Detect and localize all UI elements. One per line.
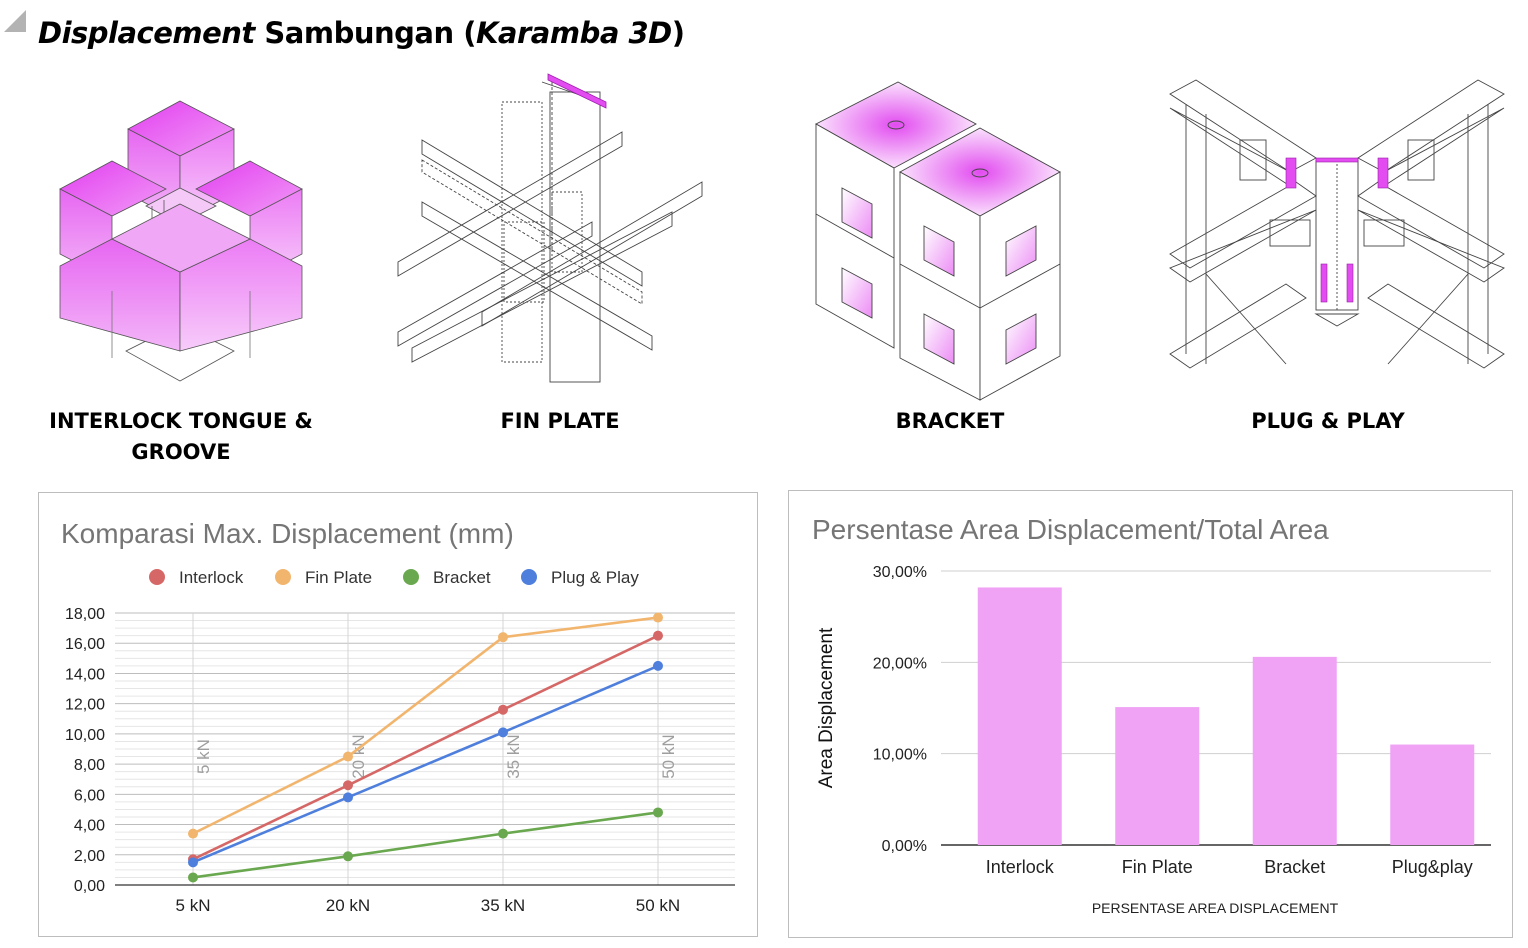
y-tick-label: 10,00 [65,727,105,744]
x-tick-label: 20 kN [326,896,370,915]
caption-plug-play: PLUG & PLAY [1251,409,1405,433]
caption-interlock: INTERLOCK TONGUE & GROOVE [49,409,313,464]
legend-marker-1 [275,569,291,585]
data-point [653,807,663,818]
legend-label-3: Plug & Play [551,568,639,587]
y-tick-label: 14,00 [65,666,105,683]
data-point [498,828,508,839]
bar [1115,707,1200,845]
vertical-annotation: 35 kN [504,734,523,778]
caption-bracket: BRACKET [895,409,1005,433]
data-point [343,851,353,862]
series-line-1 [192,616,659,835]
data-point [498,727,508,738]
bar [1390,744,1475,845]
x-tick-label: Interlock [986,857,1055,877]
x-tick-label: 50 kN [636,896,680,915]
legend-label-0: Interlock [179,568,244,587]
data-point [498,632,508,643]
legend-marker-3 [521,569,537,585]
legend-label-1: Fin Plate [305,568,372,587]
legend-marker-2 [403,569,419,585]
x-axis-label: PERSENTASE AREA DISPLACEMENT [1092,900,1339,916]
x-tick-label: Fin Plate [1122,857,1193,877]
series-line-3 [192,664,659,864]
x-tick-label: 5 kN [176,896,211,915]
interlock-figure [56,96,306,386]
data-point [343,751,353,762]
x-tick-label: Plug&play [1392,857,1473,877]
data-point [653,630,663,641]
data-point [188,828,198,839]
caption-fin-plate: FIN PLATE [500,409,620,433]
data-point [498,704,508,715]
data-point [343,792,353,803]
x-tick-label: Bracket [1264,857,1325,877]
y-tick-label: 2,00 [74,848,105,865]
bar [977,587,1062,845]
bar-chart: Persentase Area Displacement/Total Area 0… [812,514,1491,916]
y-axis-label: Area Displacement [816,627,837,788]
data-point [188,872,198,883]
y-tick-label: 8,00 [74,757,105,774]
vertical-annotation: 5 kN [194,739,213,774]
bar [1252,656,1337,845]
plug-play-figure [1166,74,1508,386]
bar-chart-panel: Persentase Area Displacement/Total Area 0… [788,490,1513,938]
vertical-annotation: 50 kN [659,734,678,778]
data-point [188,857,198,868]
line-chart: Komparasi Max. Displacement (mm) Interloc… [61,518,735,915]
y-tick-label: 0,00% [882,838,927,855]
y-tick-label: 0,00 [74,878,105,895]
series-line-2 [192,811,659,879]
legend-marker-0 [149,569,165,585]
series-line-0 [192,634,659,861]
page-title: Displacement Sambungan (Karamba 3D) [38,16,685,50]
data-point [653,612,663,623]
y-tick-label: 6,00 [74,787,105,804]
fin-plate-figure [392,72,712,388]
legend-label-2: Bracket [433,568,491,587]
x-tick-label: 35 kN [481,896,525,915]
line-chart-panel: Komparasi Max. Displacement (mm) Interloc… [38,492,758,937]
data-point [343,780,353,791]
y-tick-label: 4,00 [74,818,105,835]
y-tick-label: 30,00% [873,564,927,581]
y-tick-label: 20,00% [873,655,927,672]
y-tick-label: 10,00% [873,747,927,764]
bracket-figure [812,78,1064,404]
y-tick-label: 16,00 [65,636,105,653]
line-chart-title: Komparasi Max. Displacement (mm) [61,518,514,549]
corner-fold-marker [4,10,26,32]
y-tick-label: 18,00 [65,606,105,623]
y-tick-label: 12,00 [65,697,105,714]
data-point [653,660,663,671]
bar-chart-title: Persentase Area Displacement/Total Area [812,514,1329,545]
